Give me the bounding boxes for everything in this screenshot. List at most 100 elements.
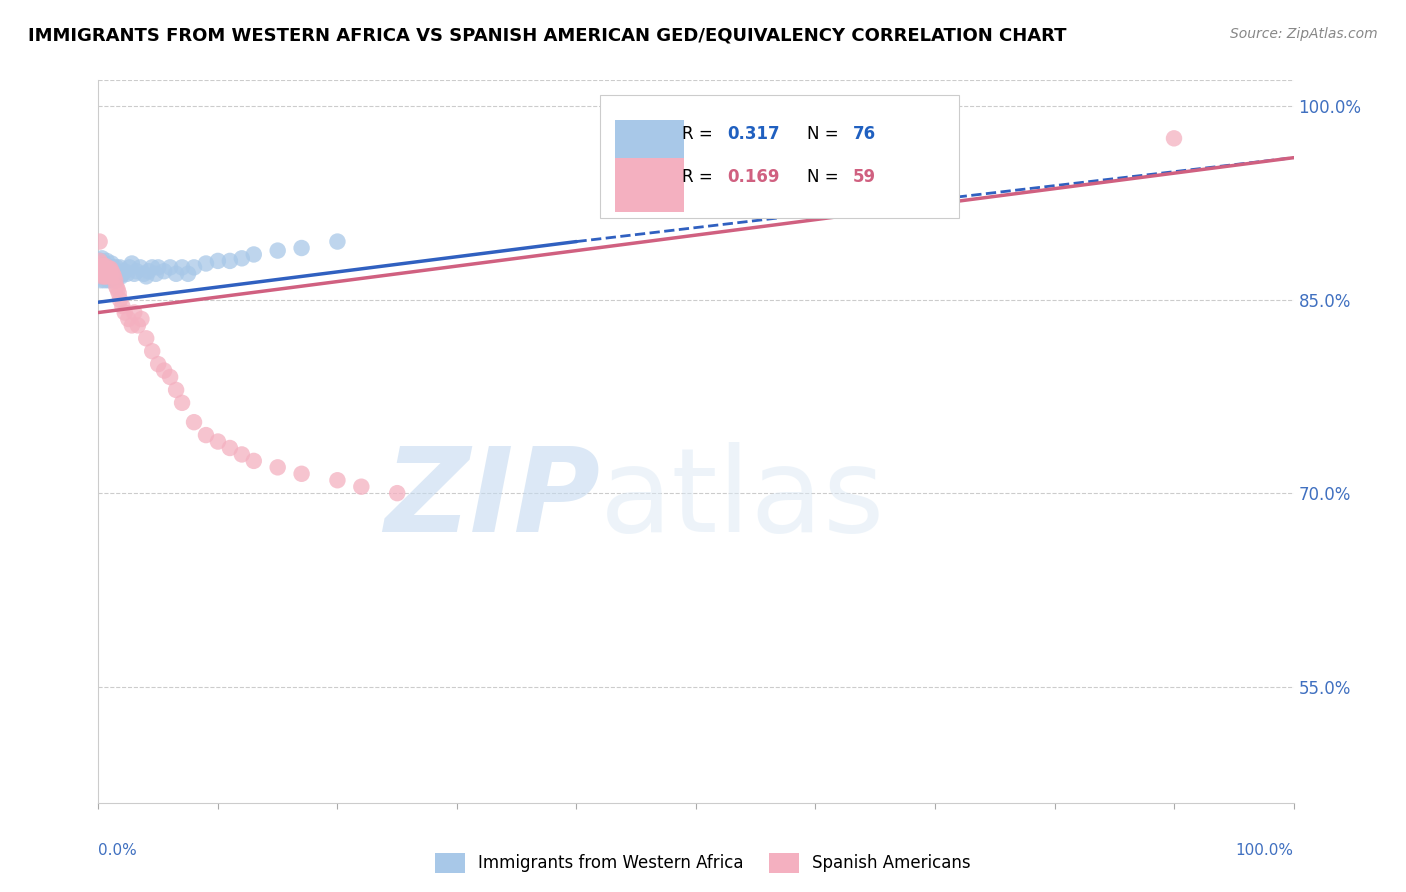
Point xyxy=(97,264,120,278)
Point xyxy=(96,267,118,281)
Point xyxy=(98,260,121,275)
Point xyxy=(98,267,121,281)
Point xyxy=(129,260,152,275)
Point xyxy=(219,253,242,268)
Point xyxy=(124,305,146,319)
Point xyxy=(115,267,138,281)
Point xyxy=(91,260,114,275)
Point xyxy=(89,235,111,249)
Point xyxy=(121,256,143,270)
Point xyxy=(91,252,114,266)
Point xyxy=(91,259,114,273)
Point xyxy=(177,267,200,281)
Point xyxy=(117,312,139,326)
Point xyxy=(91,256,114,270)
Text: IMMIGRANTS FROM WESTERN AFRICA VS SPANISH AMERICAN GED/EQUIVALENCY CORRELATION C: IMMIGRANTS FROM WESTERN AFRICA VS SPANIS… xyxy=(28,27,1067,45)
Point xyxy=(93,267,115,281)
Point xyxy=(135,269,157,284)
Point xyxy=(91,261,114,276)
Point xyxy=(104,267,127,281)
Point xyxy=(91,269,114,284)
Point xyxy=(89,267,111,281)
Point xyxy=(195,428,218,442)
Point xyxy=(111,267,134,281)
Point xyxy=(159,260,181,275)
Point xyxy=(101,267,124,281)
Point xyxy=(107,264,129,278)
Point xyxy=(101,267,124,281)
Text: ZIP: ZIP xyxy=(384,442,600,557)
Point xyxy=(195,256,218,270)
Point xyxy=(90,264,112,278)
Point xyxy=(103,269,125,284)
Point xyxy=(231,447,253,461)
Point xyxy=(90,273,112,287)
FancyBboxPatch shape xyxy=(600,95,959,218)
Text: 0.317: 0.317 xyxy=(727,125,780,143)
Point xyxy=(125,264,148,278)
Point xyxy=(91,259,114,273)
Point xyxy=(91,259,114,273)
Point xyxy=(98,260,122,275)
Point xyxy=(96,261,118,276)
Text: N =: N = xyxy=(807,169,844,186)
Point xyxy=(107,282,129,296)
Point xyxy=(291,241,314,255)
Point xyxy=(91,267,114,281)
Point xyxy=(89,260,111,275)
Point xyxy=(97,267,120,281)
Point xyxy=(91,269,114,284)
Point xyxy=(90,264,112,278)
Point xyxy=(89,253,111,268)
Text: Source: ZipAtlas.com: Source: ZipAtlas.com xyxy=(1230,27,1378,41)
Point xyxy=(114,264,136,278)
Point xyxy=(219,441,242,455)
Point xyxy=(291,467,314,481)
Point xyxy=(100,264,122,278)
Point xyxy=(89,253,111,268)
Text: 76: 76 xyxy=(852,125,876,143)
Point xyxy=(138,264,160,278)
Point xyxy=(90,260,112,275)
Point xyxy=(94,259,117,273)
Point xyxy=(135,331,157,345)
Point xyxy=(183,260,205,275)
Point xyxy=(93,256,115,270)
Point xyxy=(93,264,115,278)
FancyBboxPatch shape xyxy=(614,158,685,211)
Point xyxy=(159,370,181,384)
Point xyxy=(1163,131,1185,145)
Point xyxy=(107,286,129,301)
Point xyxy=(90,253,112,268)
Point xyxy=(111,299,134,313)
Point xyxy=(107,267,129,281)
Point xyxy=(98,273,122,287)
Point xyxy=(105,279,128,293)
Point xyxy=(94,264,117,278)
FancyBboxPatch shape xyxy=(614,120,685,174)
Point xyxy=(96,253,118,268)
Point xyxy=(326,473,349,487)
Point xyxy=(100,264,122,278)
Point xyxy=(98,269,122,284)
Point xyxy=(118,260,141,275)
Point xyxy=(97,273,120,287)
Point xyxy=(267,244,290,258)
Point xyxy=(385,486,409,500)
Point xyxy=(183,415,205,429)
Point xyxy=(91,269,114,284)
Point xyxy=(90,267,112,281)
Point xyxy=(231,252,253,266)
Point xyxy=(165,383,187,397)
Point xyxy=(94,260,117,275)
Text: R =: R = xyxy=(682,125,717,143)
Legend: Immigrants from Western Africa, Spanish Americans: Immigrants from Western Africa, Spanish … xyxy=(429,847,977,880)
Point xyxy=(148,260,170,275)
Point xyxy=(110,269,132,284)
Point xyxy=(127,318,149,333)
Point xyxy=(132,267,155,281)
Point xyxy=(91,260,114,275)
Point xyxy=(103,264,125,278)
Point xyxy=(148,357,170,371)
Point xyxy=(121,318,143,333)
